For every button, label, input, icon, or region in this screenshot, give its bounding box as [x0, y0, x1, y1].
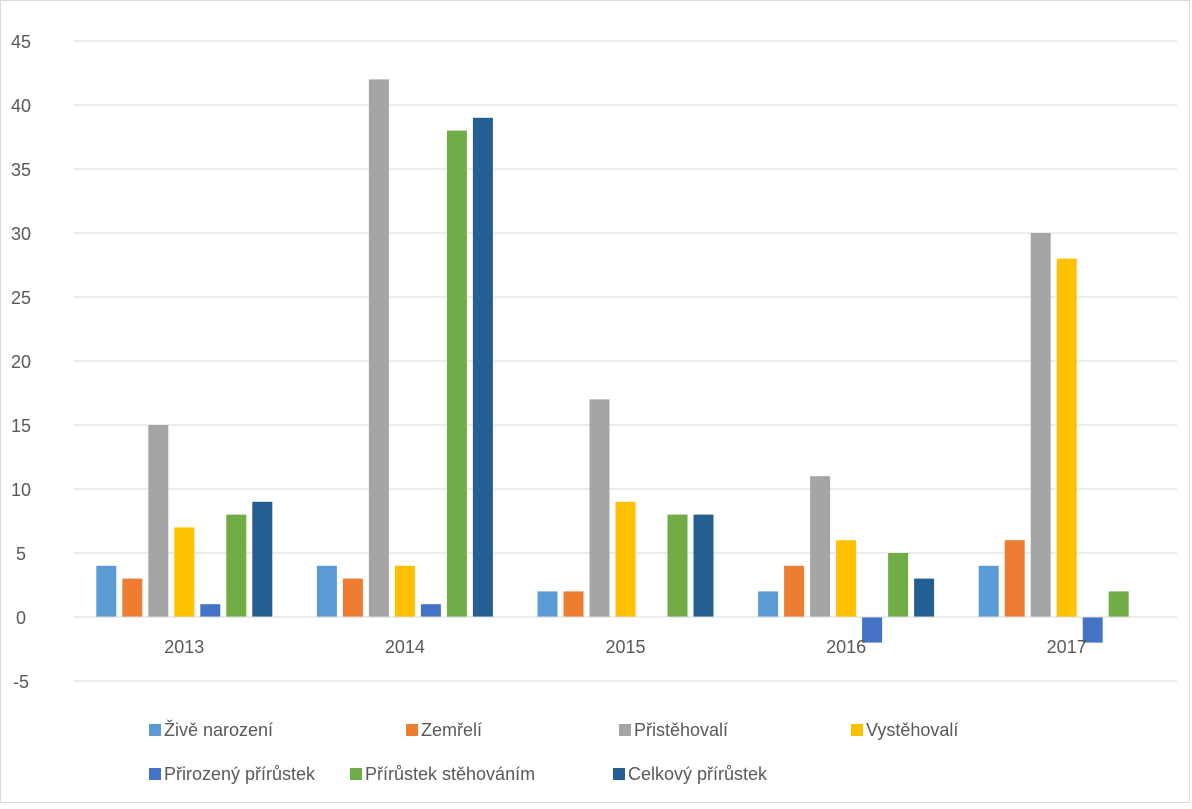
bar — [693, 514, 714, 617]
bar — [252, 501, 273, 617]
bar — [862, 617, 883, 643]
bar — [472, 117, 493, 618]
bar — [1108, 591, 1129, 617]
bars — [96, 79, 1129, 643]
bar — [342, 578, 363, 617]
y-tick-label: 45 — [11, 32, 31, 52]
legend-label: Vystěhovalí — [866, 720, 958, 740]
legend-label: Živě narození — [164, 720, 273, 740]
bar — [914, 578, 935, 617]
bar — [1056, 258, 1077, 617]
bar — [537, 591, 558, 617]
bar — [446, 130, 467, 617]
bar — [1004, 540, 1025, 617]
bar — [563, 591, 584, 617]
bar — [758, 591, 779, 617]
x-axis-ticks: 2013 2014 2015 2016 2017 — [164, 637, 1086, 657]
bar — [316, 565, 337, 617]
y-axis-ticks: 45 40 35 30 25 20 15 10 5 0 -5 — [11, 32, 31, 692]
bar — [615, 501, 636, 617]
y-tick-label: -5 — [13, 672, 29, 692]
y-tick-label: 10 — [11, 480, 31, 500]
bar — [394, 565, 415, 617]
bar — [810, 476, 831, 617]
bar — [589, 399, 610, 617]
bar — [226, 514, 247, 617]
legend-label: Přistěhovalí — [634, 720, 728, 740]
bar — [1082, 617, 1103, 643]
bar — [96, 565, 117, 617]
bar — [420, 604, 441, 617]
x-tick-label: 2013 — [164, 637, 204, 657]
legend-label: Přirozený přírůstek — [164, 764, 316, 784]
legend-swatch — [406, 724, 418, 736]
legend-swatch — [149, 724, 161, 736]
bar — [784, 565, 805, 617]
bar — [1030, 233, 1051, 617]
bar — [148, 425, 169, 617]
legend-label: Celkový přírůstek — [628, 764, 768, 784]
legend-swatch — [149, 768, 161, 780]
legend-swatch — [350, 768, 362, 780]
bar — [888, 553, 909, 617]
y-tick-label: 40 — [11, 96, 31, 116]
y-tick-label: 20 — [11, 352, 31, 372]
legend: Živě narození Zemřelí Přistěhovalí Vystěhov… — [149, 720, 958, 784]
y-tick-label: 15 — [11, 416, 31, 436]
bar — [836, 540, 857, 617]
bar — [368, 79, 389, 617]
bar — [667, 514, 688, 617]
y-tick-label: 30 — [11, 224, 31, 244]
x-tick-label: 2015 — [605, 637, 645, 657]
legend-label: Zemřelí — [421, 720, 482, 740]
x-tick-label: 2014 — [385, 637, 425, 657]
x-tick-label: 2017 — [1047, 637, 1087, 657]
y-tick-label: 25 — [11, 288, 31, 308]
legend-label: Přírůstek stěhováním — [365, 764, 535, 784]
legend-swatch — [619, 724, 631, 736]
bar — [978, 565, 999, 617]
bar — [200, 604, 221, 617]
y-tick-label: 35 — [11, 160, 31, 180]
legend-swatch — [851, 724, 863, 736]
bar — [174, 527, 195, 617]
x-tick-label: 2016 — [826, 637, 866, 657]
bar — [122, 578, 143, 617]
y-tick-label: 5 — [16, 544, 26, 564]
legend-swatch — [613, 768, 625, 780]
y-tick-label: 0 — [16, 608, 26, 628]
